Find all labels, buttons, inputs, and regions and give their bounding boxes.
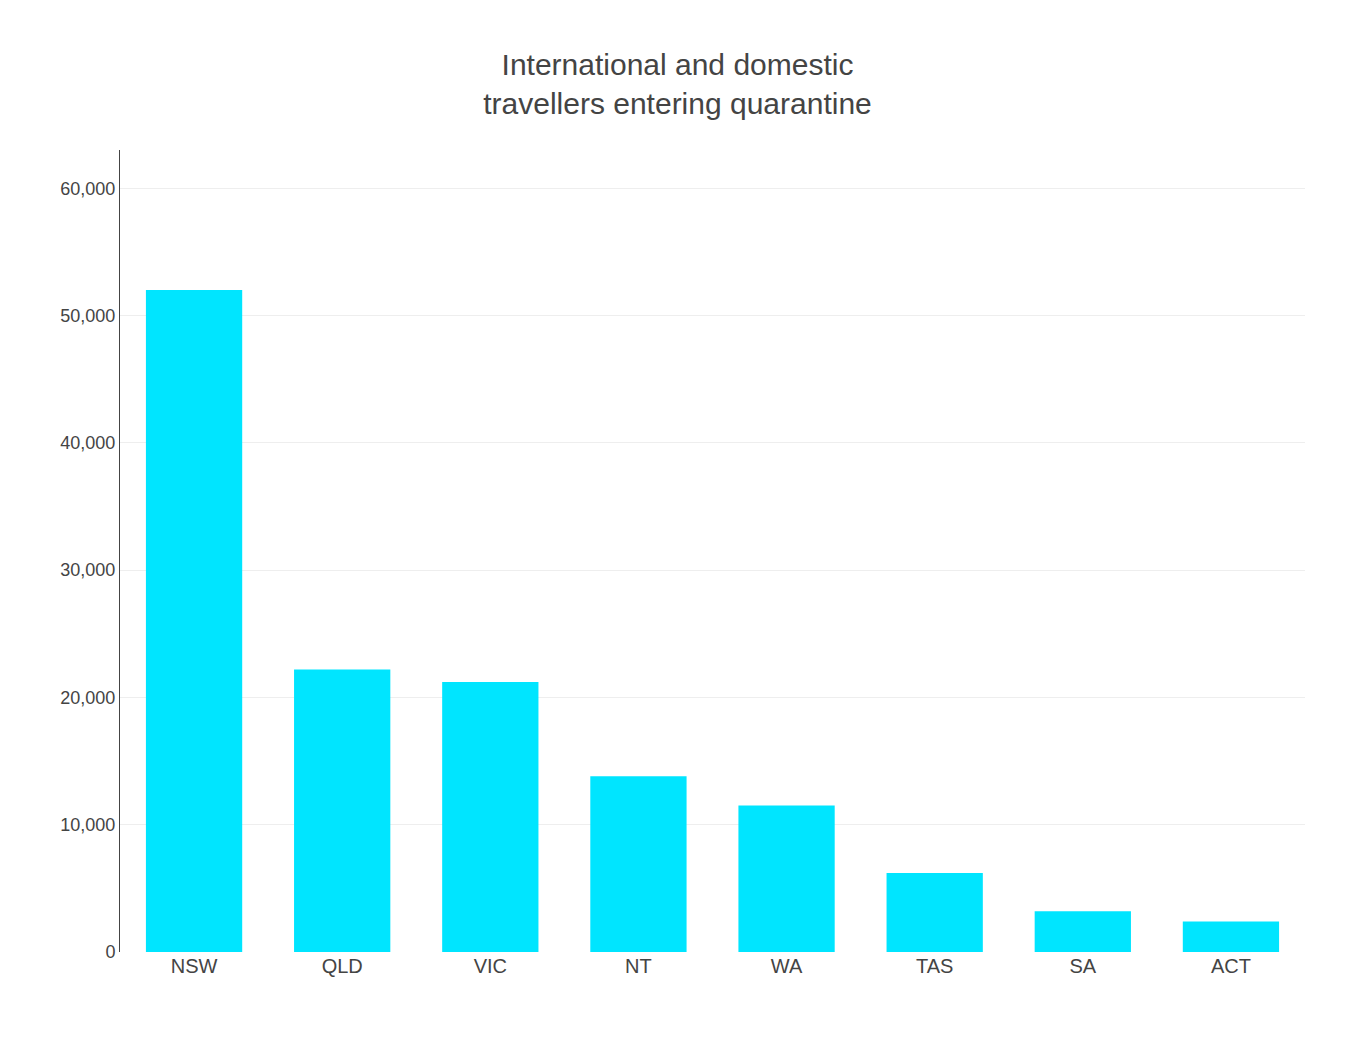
- svg-text:QLD: QLD: [322, 955, 363, 977]
- svg-text:NSW: NSW: [171, 955, 218, 977]
- svg-text:0: 0: [105, 942, 115, 962]
- svg-text:ACT: ACT: [1211, 955, 1251, 977]
- svg-text:WA: WA: [771, 955, 803, 977]
- svg-text:60,000: 60,000: [60, 178, 115, 198]
- svg-text:SA: SA: [1069, 955, 1096, 977]
- svg-text:50,000: 50,000: [60, 306, 115, 326]
- svg-text:30,000: 30,000: [60, 560, 115, 580]
- svg-text:10,000: 10,000: [60, 815, 115, 835]
- svg-text:40,000: 40,000: [60, 433, 115, 453]
- svg-text:20,000: 20,000: [60, 688, 115, 708]
- svg-text:International and domestictrav: International and domestictravellers ent…: [483, 48, 872, 120]
- svg-text:TAS: TAS: [916, 955, 953, 977]
- svg-text:NT: NT: [625, 955, 652, 977]
- svg-text:VIC: VIC: [474, 955, 507, 977]
